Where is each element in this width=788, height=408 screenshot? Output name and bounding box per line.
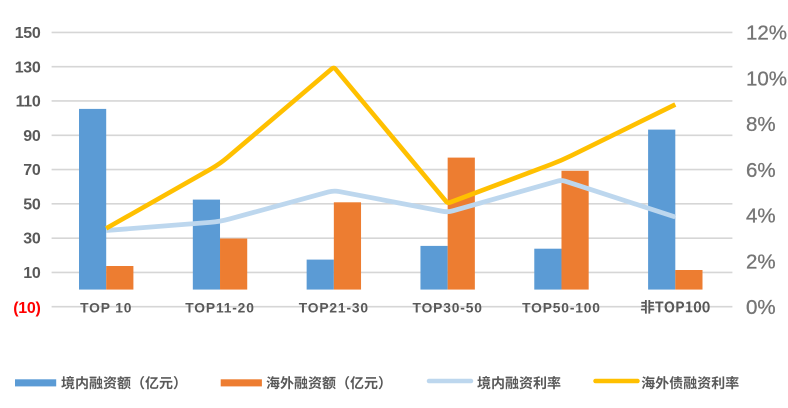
svg-text:50: 50 <box>23 196 41 213</box>
svg-text:90: 90 <box>23 128 41 145</box>
svg-text:0%: 0% <box>746 296 776 319</box>
svg-text:TOP11-20: TOP11-20 <box>185 300 254 315</box>
svg-text:110: 110 <box>16 94 41 111</box>
svg-text:2%: 2% <box>746 250 776 273</box>
svg-text:8%: 8% <box>746 113 776 136</box>
svg-text:6%: 6% <box>746 159 776 182</box>
svg-text:TOP 10: TOP 10 <box>80 300 132 315</box>
svg-text:TOP50-100: TOP50-100 <box>522 300 601 315</box>
svg-text:TOP30-50: TOP30-50 <box>413 300 483 315</box>
svg-text:150: 150 <box>15 25 41 42</box>
svg-text:(10): (10) <box>13 300 40 317</box>
svg-text:TOP21-30: TOP21-30 <box>299 300 369 315</box>
svg-text:12%: 12% <box>746 22 787 45</box>
svg-text:10: 10 <box>23 265 41 282</box>
svg-text:130: 130 <box>15 59 41 76</box>
svg-text:10%: 10% <box>746 67 787 90</box>
svg-text:4%: 4% <box>746 205 776 228</box>
svg-text:70: 70 <box>23 162 41 179</box>
svg-text:30: 30 <box>23 231 41 248</box>
